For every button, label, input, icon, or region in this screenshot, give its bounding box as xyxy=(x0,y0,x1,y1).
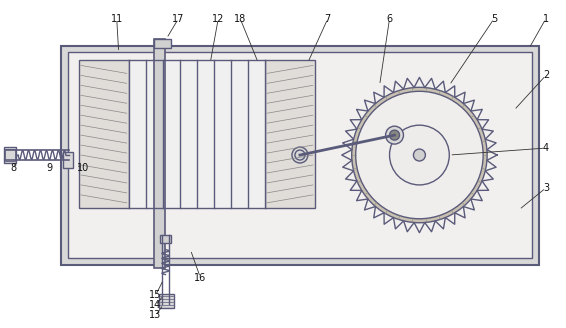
Bar xyxy=(4,147,16,163)
Text: 13: 13 xyxy=(149,310,162,320)
Bar xyxy=(5,149,15,161)
Text: 8: 8 xyxy=(10,163,16,173)
Text: 15: 15 xyxy=(149,290,162,300)
Bar xyxy=(61,46,539,265)
Bar xyxy=(128,60,265,208)
Circle shape xyxy=(389,130,400,140)
Text: 12: 12 xyxy=(212,14,225,24)
Circle shape xyxy=(413,149,426,161)
Text: 16: 16 xyxy=(194,273,207,282)
Text: 10: 10 xyxy=(77,163,89,173)
Text: 17: 17 xyxy=(172,14,185,24)
Circle shape xyxy=(355,91,483,219)
Text: 5: 5 xyxy=(491,14,497,24)
Text: 4: 4 xyxy=(543,143,549,153)
Bar xyxy=(153,38,165,268)
Text: 2: 2 xyxy=(543,71,549,80)
Text: 9: 9 xyxy=(46,163,52,173)
Bar xyxy=(153,38,171,49)
Text: 11: 11 xyxy=(110,14,123,24)
Circle shape xyxy=(389,125,449,185)
Circle shape xyxy=(292,147,308,163)
Bar xyxy=(160,235,171,243)
Text: 14: 14 xyxy=(149,300,162,310)
Text: 18: 18 xyxy=(234,14,246,24)
Bar xyxy=(265,60,315,208)
Circle shape xyxy=(385,126,404,144)
Wedge shape xyxy=(351,87,487,223)
Text: 6: 6 xyxy=(387,14,393,24)
Bar xyxy=(68,52,532,257)
Bar xyxy=(63,152,73,168)
Text: 3: 3 xyxy=(543,183,549,193)
Bar xyxy=(158,295,174,308)
Text: 7: 7 xyxy=(325,14,331,24)
Text: 1: 1 xyxy=(543,14,549,24)
Bar xyxy=(79,60,128,208)
